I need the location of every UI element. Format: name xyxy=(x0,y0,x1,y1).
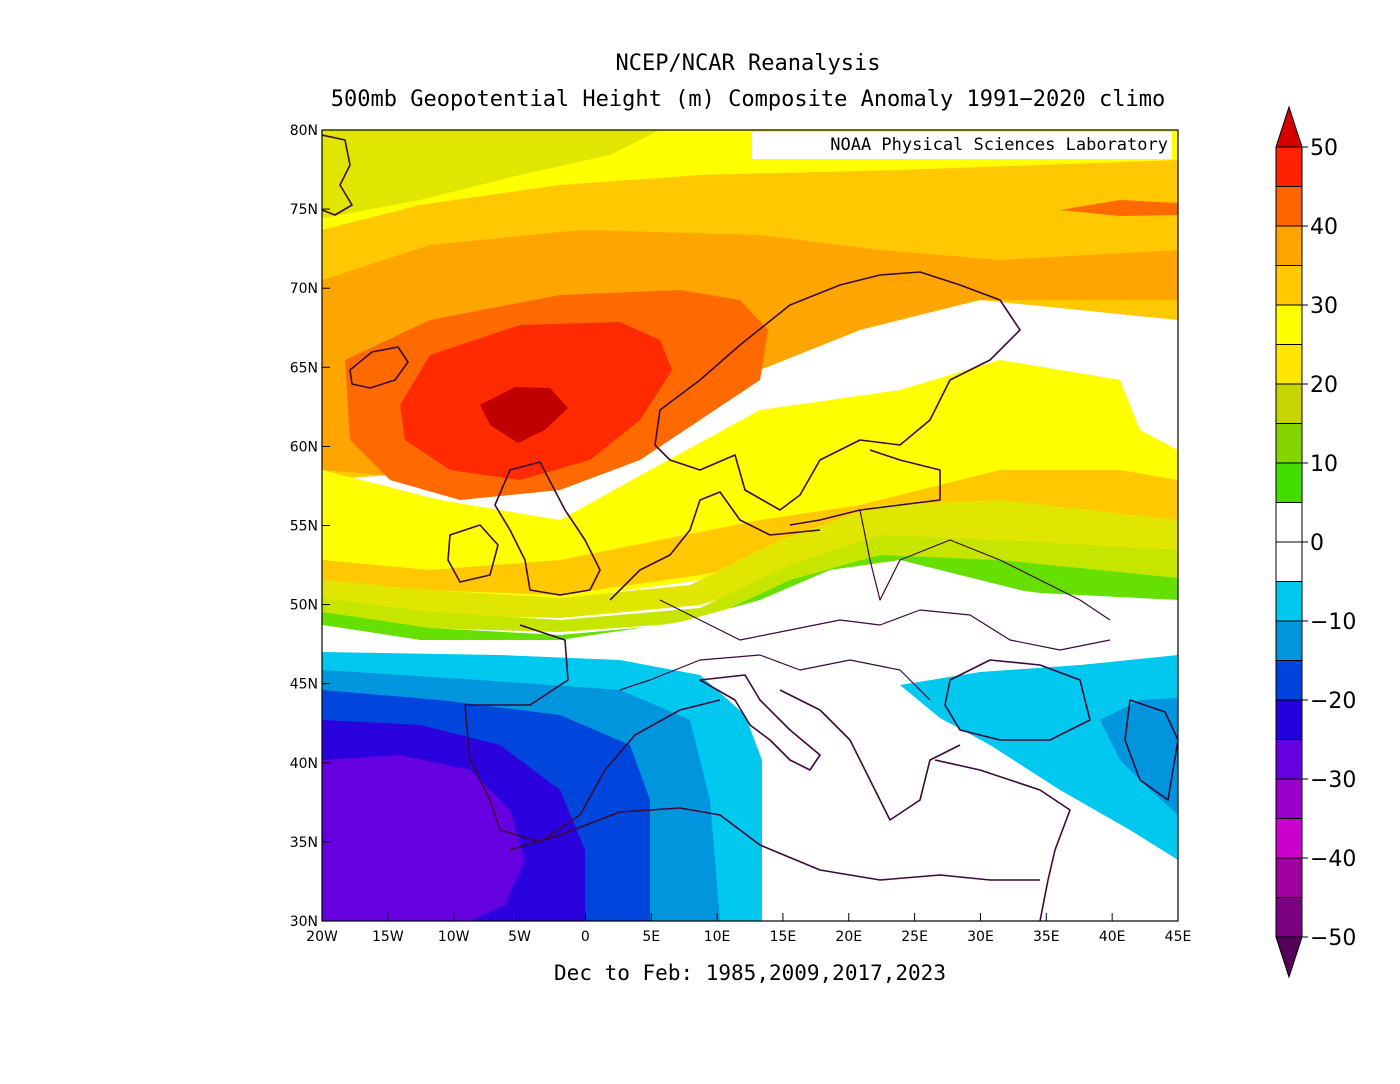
coast-ireland xyxy=(447,524,499,583)
lat-tick-label: 35N xyxy=(290,835,318,851)
colorbar-label: −30 xyxy=(1310,768,1356,793)
coast-balkans xyxy=(779,689,961,821)
lon-tick-label: 35E xyxy=(1033,929,1060,945)
coast-italy xyxy=(699,674,821,771)
lat-tick-label: 50N xyxy=(290,598,318,614)
colorbar-segment xyxy=(1275,660,1303,701)
coast-greenland xyxy=(322,134,353,216)
colorbar-segment xyxy=(1275,186,1303,227)
lat-tick-label: 75N xyxy=(290,202,318,218)
lon-tick-label: 20E xyxy=(835,929,862,945)
lat-tick-label: 65N xyxy=(290,360,318,376)
anomaly-field xyxy=(322,130,1178,921)
lon-tick-label: 5E xyxy=(642,929,660,945)
lon-tick-label: 20W xyxy=(306,929,338,945)
coast-north-africa xyxy=(509,807,1040,881)
colorbar-segment xyxy=(1275,739,1303,780)
coast-anatolia xyxy=(934,759,1071,921)
longitude-axis: 20W 15W 10W 5W 0 5E 10E 15E 20E 25E 30E 35E 40E 45E xyxy=(306,913,1191,945)
lat-tick-label: 30N xyxy=(290,914,318,930)
colorbar-segment xyxy=(1275,502,1303,543)
colorbar-label: 10 xyxy=(1310,452,1338,477)
figure-subtitle: 500mb Geopotential Height (m) Composite … xyxy=(331,87,1165,112)
colorbar-label: 20 xyxy=(1310,373,1338,398)
colorbar-segment xyxy=(1275,344,1303,385)
figure-footer: Dec to Feb: 1985,2009,2017,2023 xyxy=(554,961,946,985)
coast-black-sea xyxy=(944,659,1091,741)
band-pos15-greenland xyxy=(322,130,660,218)
lat-tick-label: 70N xyxy=(290,281,318,297)
colorbar-label: −50 xyxy=(1310,926,1356,951)
colorbar-segment xyxy=(1275,818,1303,859)
lon-tick-label: 10E xyxy=(704,929,731,945)
lon-tick-label: 15W xyxy=(372,929,404,945)
colorbar-segment xyxy=(1275,857,1303,898)
borders-central xyxy=(659,599,1111,651)
coast-north-sea xyxy=(609,491,821,601)
colorbar-segment xyxy=(1275,304,1303,345)
attribution-text: NOAA Physical Sciences Laboratory xyxy=(830,135,1168,155)
colorbar-segment xyxy=(1275,423,1303,464)
colorbar-segment xyxy=(1275,778,1303,819)
lon-tick-label: 45E xyxy=(1165,929,1192,945)
coast-britain xyxy=(494,461,601,596)
coast-caspian xyxy=(1124,699,1178,801)
colorbar-segment xyxy=(1275,383,1303,424)
lon-tick-label: 0 xyxy=(581,929,590,945)
band-pos15 xyxy=(322,500,1178,618)
lon-tick-label: 5W xyxy=(508,929,531,945)
band-neg5-east xyxy=(900,655,1178,860)
lon-tick-label: 25E xyxy=(901,929,928,945)
coast-iceland xyxy=(349,346,409,389)
colorbar-segment xyxy=(1275,462,1303,503)
lat-tick-label: 55N xyxy=(290,519,318,535)
colorbar-label: −20 xyxy=(1310,689,1356,714)
colorbar-label: 30 xyxy=(1310,294,1338,319)
colorbar-segment xyxy=(1275,897,1303,938)
band-zero xyxy=(322,560,1178,921)
colorbar-label: −40 xyxy=(1310,847,1356,872)
colorbar-segment xyxy=(1275,265,1303,306)
coastlines xyxy=(322,134,1178,921)
band-pos45-core xyxy=(480,387,568,443)
colorbar-segment xyxy=(1275,146,1303,187)
lon-tick-label: 10W xyxy=(438,929,470,945)
band-pos20-mid xyxy=(322,360,1178,600)
borders-east xyxy=(859,509,1111,621)
colorbar-top-arrow xyxy=(1275,105,1303,148)
latitude-axis: 80N 75N 70N 65N 60N 55N 50N 45N 40N 35N 30N xyxy=(290,123,330,930)
colorbar: 50 40 30 20 10 0 −10 −20 −30 −40 −50 xyxy=(1275,105,1356,979)
lon-tick-label: 15E xyxy=(770,929,797,945)
colorbar-label: −10 xyxy=(1310,610,1356,635)
colorbar-label: 0 xyxy=(1310,531,1324,556)
colorbar-segment xyxy=(1275,225,1303,266)
lon-tick-label: 30E xyxy=(967,929,994,945)
lon-tick-label: 40E xyxy=(1099,929,1126,945)
coast-scandinavia xyxy=(654,271,1021,511)
attribution-box xyxy=(752,132,1172,159)
colorbar-label: 40 xyxy=(1310,215,1338,240)
coast-baltic xyxy=(789,449,941,526)
colorbar-segment xyxy=(1275,541,1303,582)
band-pos35-east xyxy=(1060,200,1178,216)
band-neg25-west xyxy=(322,755,525,921)
colorbar-segment xyxy=(1275,620,1303,661)
colorbar-bottom-arrow xyxy=(1275,936,1303,979)
colorbar-label: 50 xyxy=(1310,136,1338,161)
coast-europe-west xyxy=(464,624,721,843)
colorbar-segment xyxy=(1275,699,1303,740)
band-pos25-mid xyxy=(322,470,1178,595)
lat-tick-label: 80N xyxy=(290,123,318,139)
borders-south xyxy=(619,654,931,701)
lat-tick-label: 40N xyxy=(290,756,318,772)
colorbar-segment xyxy=(1275,581,1303,622)
lat-tick-label: 45N xyxy=(290,677,318,693)
band-neg10-east xyxy=(1100,698,1178,815)
lat-tick-label: 60N xyxy=(290,439,318,455)
figure-title: NCEP/NCAR Reanalysis xyxy=(616,51,881,76)
